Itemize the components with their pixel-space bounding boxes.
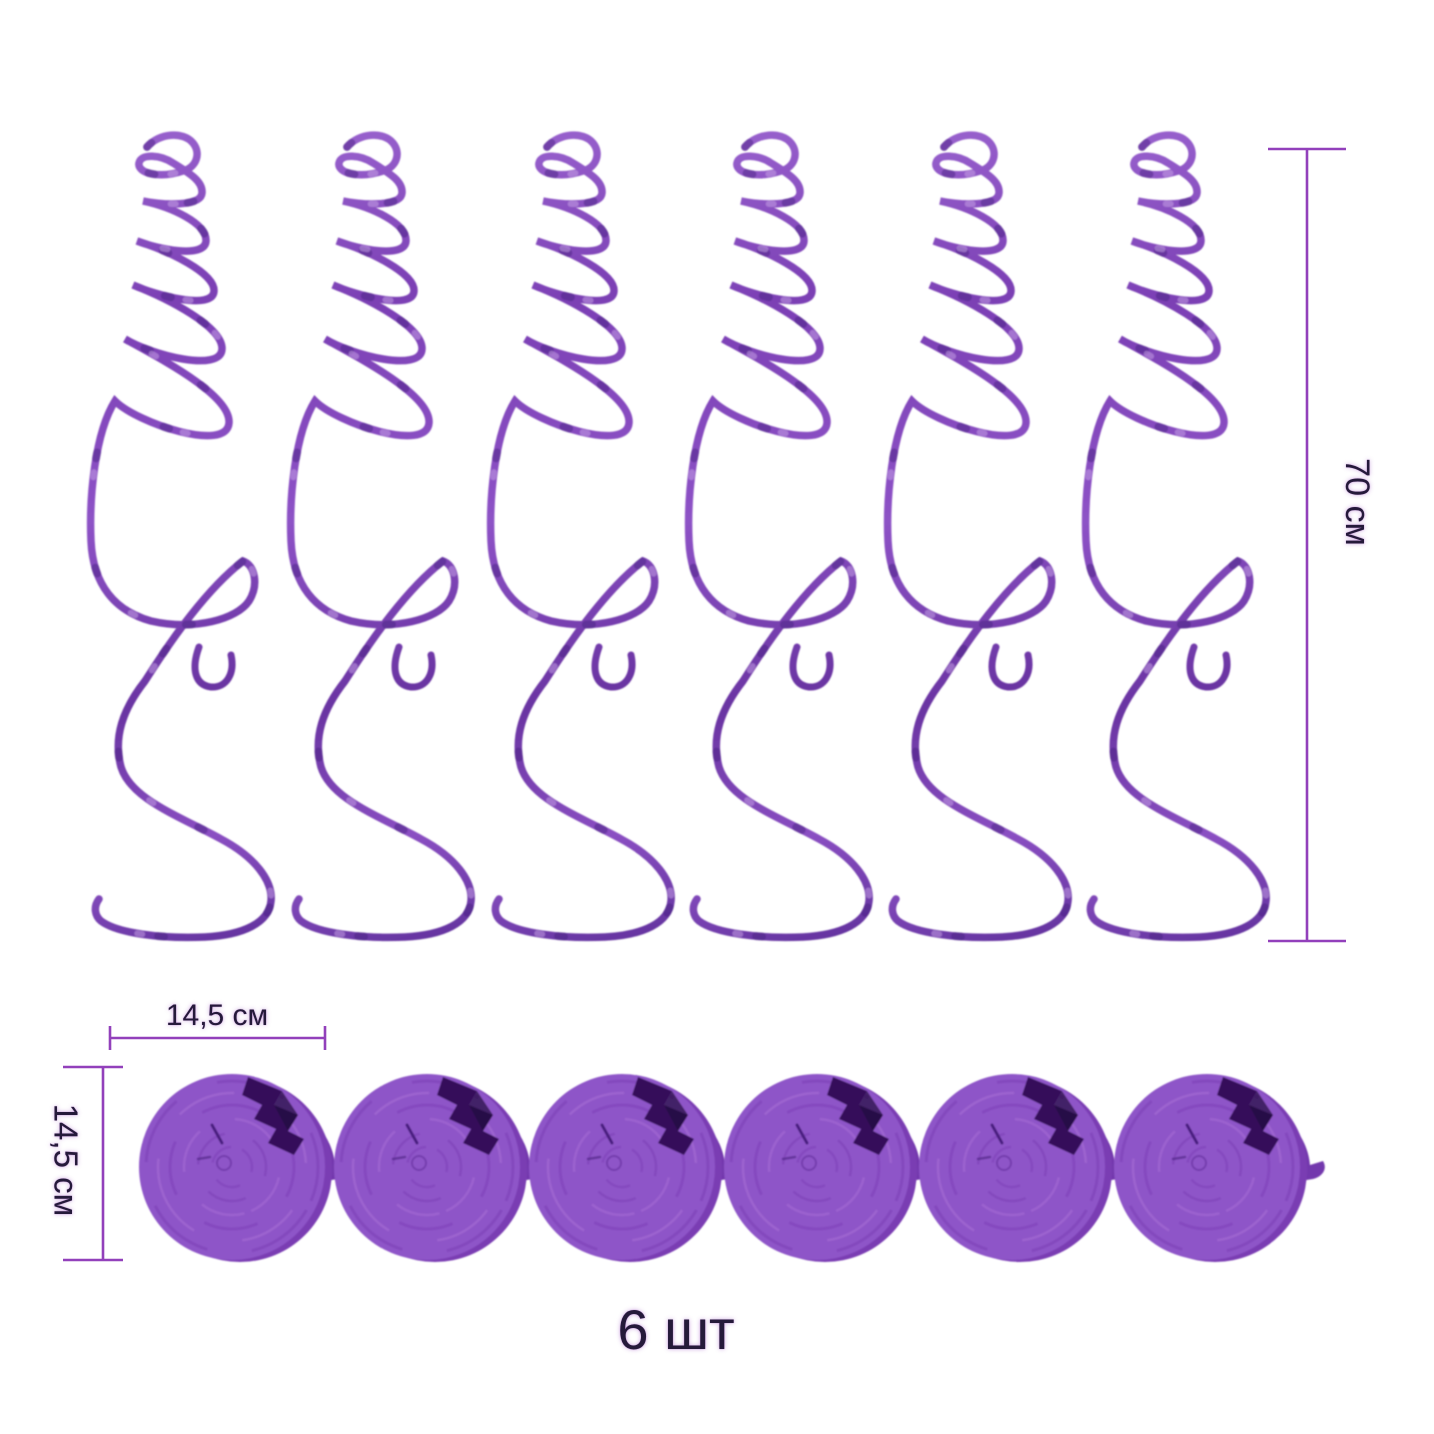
disc-height-dimension-line <box>63 1065 123 1262</box>
swirl-height-dimension-line <box>1268 147 1346 943</box>
swirl-decoration <box>291 135 472 937</box>
swirl-height-dimension-label: 70 см <box>1338 458 1376 546</box>
swirl-decorations-row <box>91 135 1267 937</box>
rolled-discs-row <box>113 1048 1327 1286</box>
swirl-decoration <box>491 135 672 937</box>
dimension-lines <box>63 147 1346 1262</box>
swirl-decoration <box>888 135 1069 937</box>
rolled-disc <box>113 1048 352 1286</box>
swirl-decoration <box>1086 135 1267 937</box>
rolled-disc <box>893 1048 1132 1286</box>
rolled-disc <box>308 1048 547 1286</box>
disc-height-dimension-label: 14,5 см <box>48 1098 85 1222</box>
disc-width-dimension-line <box>108 1026 327 1050</box>
quantity-label: 6 шт <box>617 1298 735 1361</box>
swirl-decoration <box>91 135 272 937</box>
rolled-disc <box>503 1048 742 1286</box>
rolled-disc <box>1088 1048 1327 1286</box>
rolled-disc <box>698 1048 937 1286</box>
swirl-decoration <box>689 135 870 937</box>
disc-width-dimension-label: 14,5 см <box>160 1001 274 1031</box>
